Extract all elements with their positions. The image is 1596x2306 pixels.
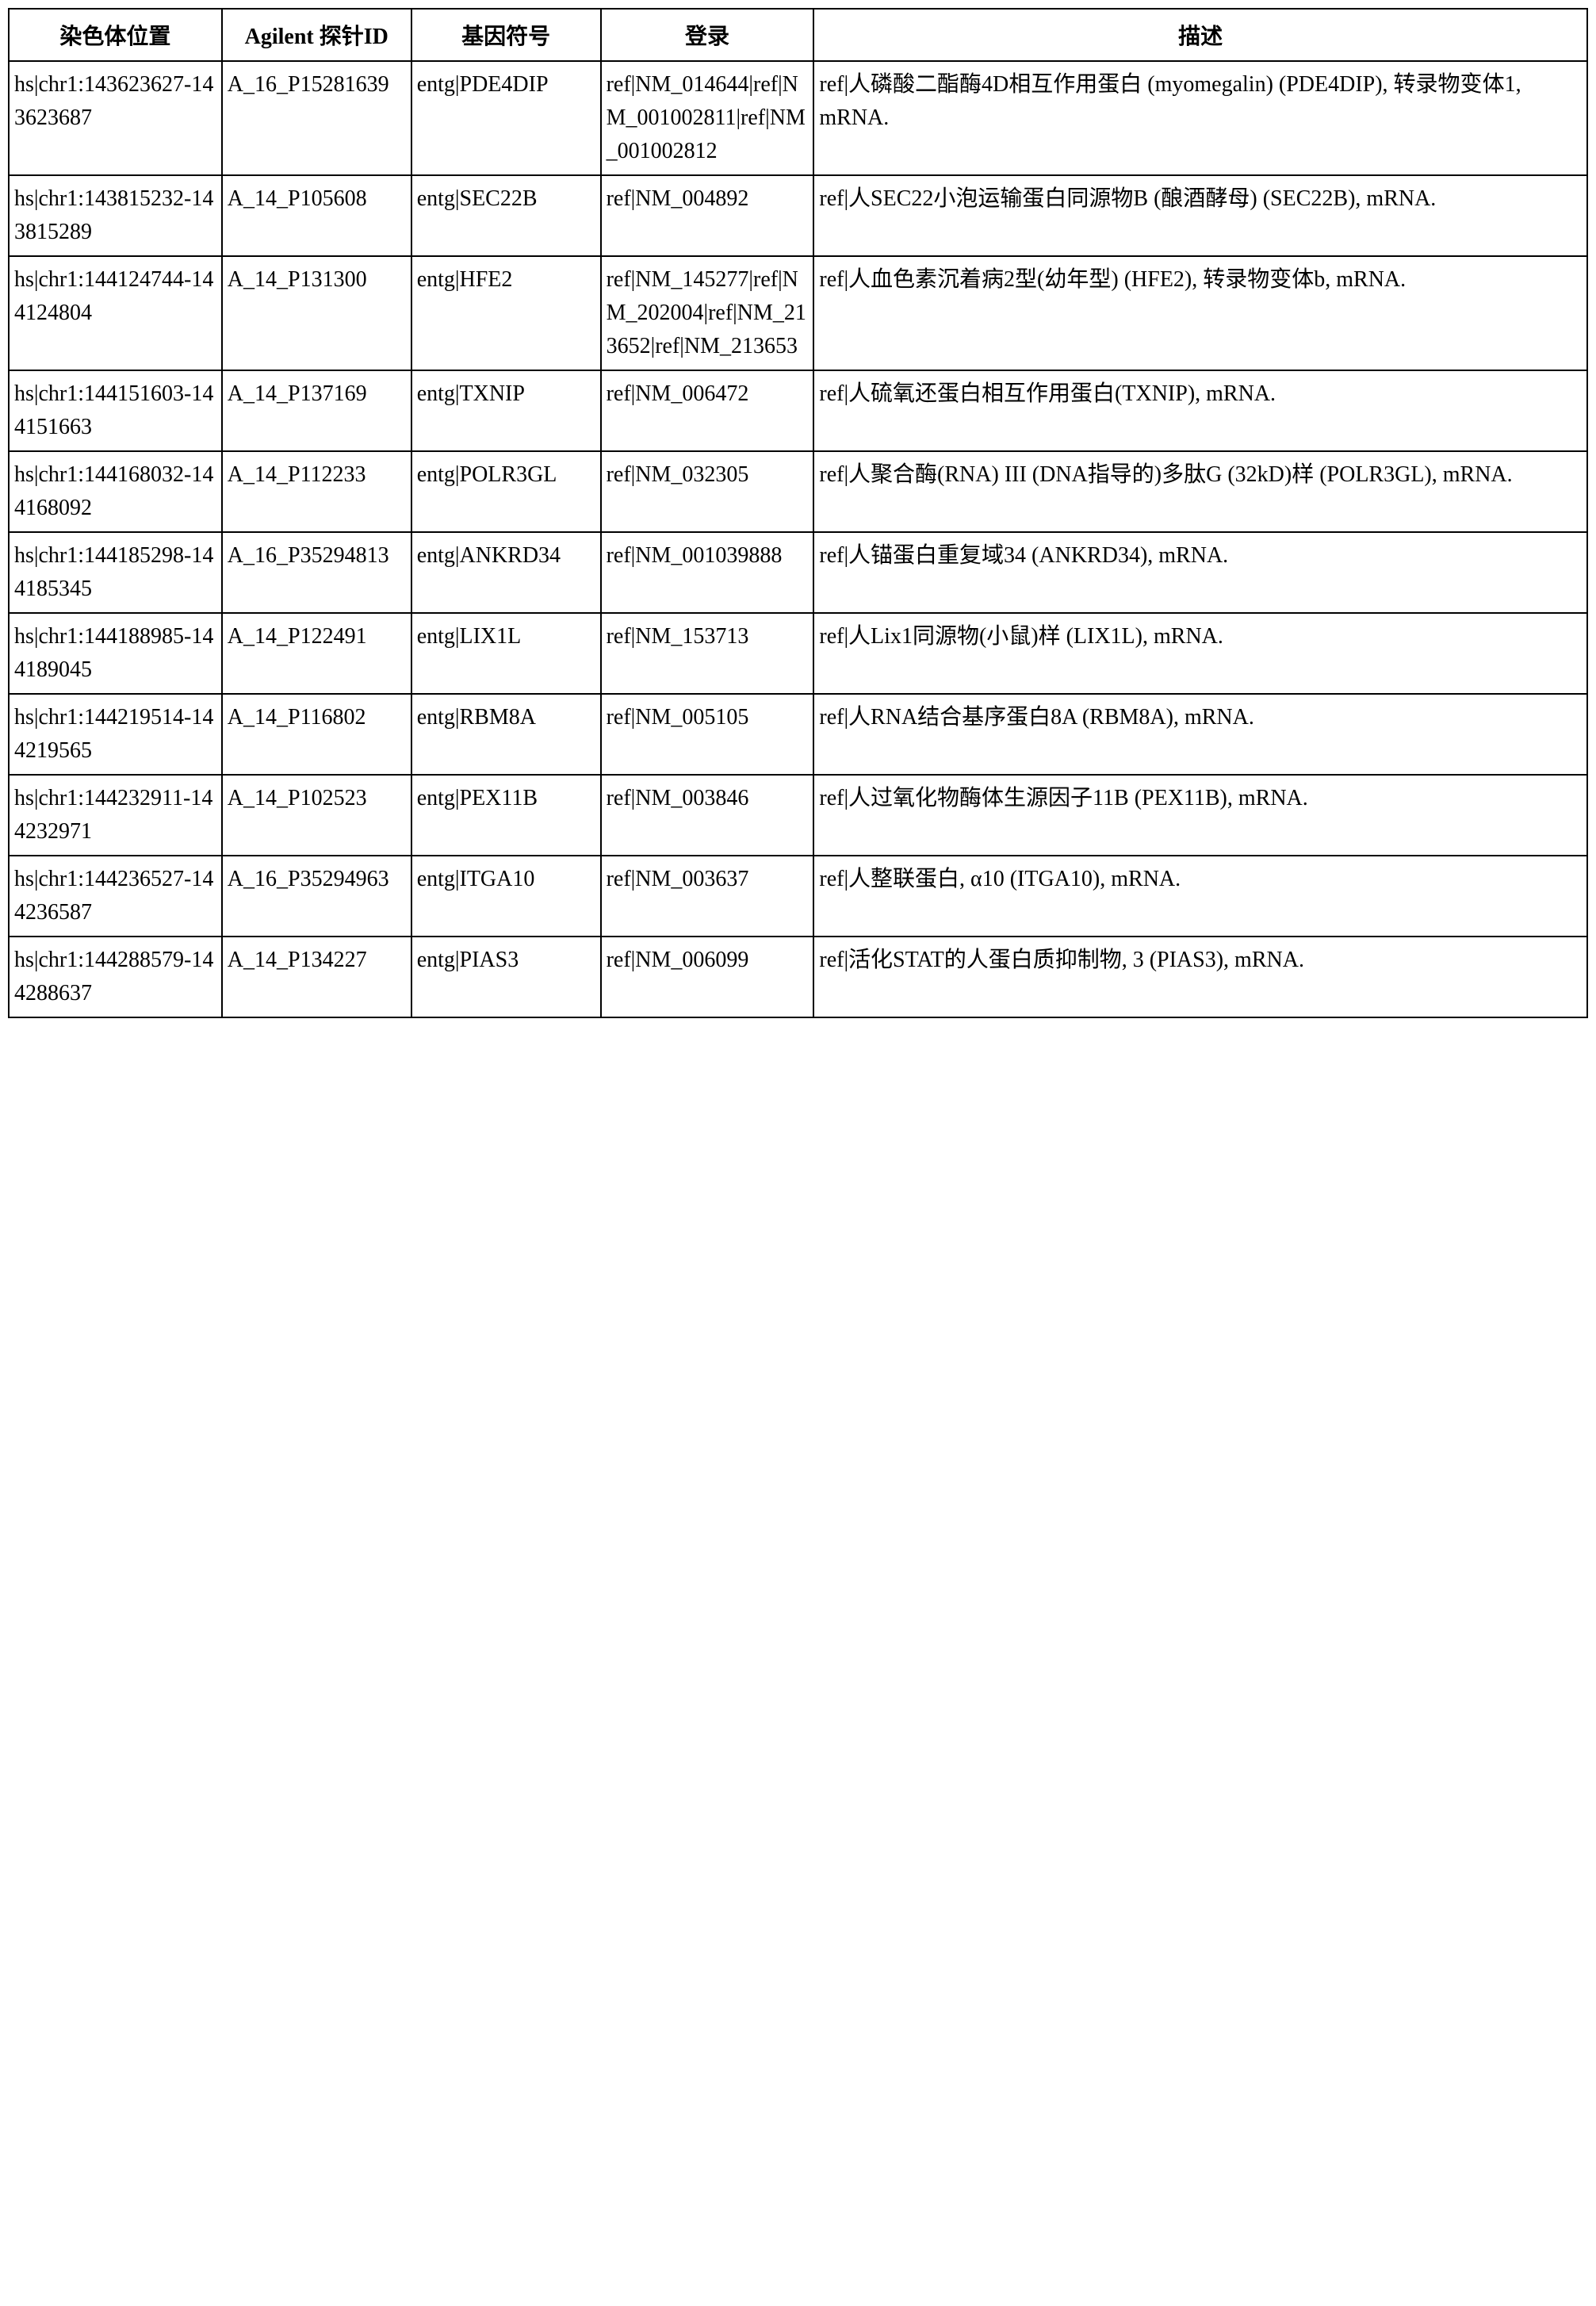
- cell-chromosome: hs|chr1:144124744-144124804: [9, 256, 222, 370]
- cell-accession: ref|NM_006099: [601, 937, 814, 1017]
- cell-probe-id: A_14_P137169: [222, 370, 411, 451]
- cell-gene-symbol: entg|RBM8A: [411, 694, 601, 775]
- cell-description: ref|人过氧化物酶体生源因子11B (PEX11B), mRNA.: [813, 775, 1587, 856]
- cell-accession: ref|NM_032305: [601, 451, 814, 532]
- cell-description: ref|人RNA结合基序蛋白8A (RBM8A), mRNA.: [813, 694, 1587, 775]
- header-gene-symbol: 基因符号: [411, 9, 601, 61]
- cell-accession: ref|NM_003637: [601, 856, 814, 937]
- header-probe-id: Agilent 探针ID: [222, 9, 411, 61]
- table-row: hs|chr1:144124744-144124804A_14_P131300e…: [9, 256, 1587, 370]
- cell-chromosome: hs|chr1:143623627-143623687: [9, 61, 222, 175]
- header-accession: 登录: [601, 9, 814, 61]
- cell-description: ref|活化STAT的人蛋白质抑制物, 3 (PIAS3), mRNA.: [813, 937, 1587, 1017]
- cell-gene-symbol: entg|HFE2: [411, 256, 601, 370]
- gene-data-table: 染色体位置 Agilent 探针ID 基因符号 登录 描述 hs|chr1:14…: [8, 8, 1588, 1018]
- cell-description: ref|人磷酸二酯酶4D相互作用蛋白 (myomegalin) (PDE4DIP…: [813, 61, 1587, 175]
- table-row: hs|chr1:144288579-144288637A_14_P134227e…: [9, 937, 1587, 1017]
- cell-probe-id: A_14_P102523: [222, 775, 411, 856]
- cell-accession: ref|NM_153713: [601, 613, 814, 694]
- cell-chromosome: hs|chr1:144236527-144236587: [9, 856, 222, 937]
- cell-probe-id: A_14_P134227: [222, 937, 411, 1017]
- cell-chromosome: hs|chr1:143815232-143815289: [9, 175, 222, 256]
- cell-chromosome: hs|chr1:144168032-144168092: [9, 451, 222, 532]
- cell-gene-symbol: entg|LIX1L: [411, 613, 601, 694]
- cell-description: ref|人聚合酶(RNA) III (DNA指导的)多肽G (32kD)样 (P…: [813, 451, 1587, 532]
- cell-gene-symbol: entg|TXNIP: [411, 370, 601, 451]
- cell-probe-id: A_16_P15281639: [222, 61, 411, 175]
- cell-gene-symbol: entg|SEC22B: [411, 175, 601, 256]
- table-row: hs|chr1:144219514-144219565A_14_P116802e…: [9, 694, 1587, 775]
- table-header-row: 染色体位置 Agilent 探针ID 基因符号 登录 描述: [9, 9, 1587, 61]
- cell-gene-symbol: entg|PEX11B: [411, 775, 601, 856]
- cell-probe-id: A_14_P122491: [222, 613, 411, 694]
- cell-probe-id: A_14_P105608: [222, 175, 411, 256]
- table-row: hs|chr1:144168032-144168092A_14_P112233e…: [9, 451, 1587, 532]
- cell-description: ref|人整联蛋白, α10 (ITGA10), mRNA.: [813, 856, 1587, 937]
- header-chromosome: 染色体位置: [9, 9, 222, 61]
- table-row: hs|chr1:143815232-143815289A_14_P105608e…: [9, 175, 1587, 256]
- cell-probe-id: A_14_P112233: [222, 451, 411, 532]
- cell-chromosome: hs|chr1:144232911-144232971: [9, 775, 222, 856]
- table-row: hs|chr1:144232911-144232971A_14_P102523e…: [9, 775, 1587, 856]
- cell-probe-id: A_16_P35294813: [222, 532, 411, 613]
- cell-gene-symbol: entg|ITGA10: [411, 856, 601, 937]
- table-row: hs|chr1:143623627-143623687A_16_P1528163…: [9, 61, 1587, 175]
- table-row: hs|chr1:144185298-144185345A_16_P3529481…: [9, 532, 1587, 613]
- cell-chromosome: hs|chr1:144288579-144288637: [9, 937, 222, 1017]
- cell-accession: ref|NM_003846: [601, 775, 814, 856]
- cell-description: ref|人锚蛋白重复域34 (ANKRD34), mRNA.: [813, 532, 1587, 613]
- cell-probe-id: A_14_P131300: [222, 256, 411, 370]
- cell-accession: ref|NM_005105: [601, 694, 814, 775]
- cell-accession: ref|NM_004892: [601, 175, 814, 256]
- cell-accession: ref|NM_006472: [601, 370, 814, 451]
- cell-accession: ref|NM_014644|ref|NM_001002811|ref|NM_00…: [601, 61, 814, 175]
- cell-description: ref|人硫氧还蛋白相互作用蛋白(TXNIP), mRNA.: [813, 370, 1587, 451]
- cell-gene-symbol: entg|ANKRD34: [411, 532, 601, 613]
- cell-chromosome: hs|chr1:144219514-144219565: [9, 694, 222, 775]
- table-row: hs|chr1:144236527-144236587A_16_P3529496…: [9, 856, 1587, 937]
- cell-chromosome: hs|chr1:144188985-144189045: [9, 613, 222, 694]
- cell-gene-symbol: entg|PDE4DIP: [411, 61, 601, 175]
- cell-chromosome: hs|chr1:144151603-144151663: [9, 370, 222, 451]
- cell-chromosome: hs|chr1:144185298-144185345: [9, 532, 222, 613]
- cell-gene-symbol: entg|PIAS3: [411, 937, 601, 1017]
- table-row: hs|chr1:144188985-144189045A_14_P122491e…: [9, 613, 1587, 694]
- table-body: hs|chr1:143623627-143623687A_16_P1528163…: [9, 61, 1587, 1017]
- cell-description: ref|人SEC22小泡运输蛋白同源物B (酿酒酵母) (SEC22B), mR…: [813, 175, 1587, 256]
- table-row: hs|chr1:144151603-144151663A_14_P137169e…: [9, 370, 1587, 451]
- cell-accession: ref|NM_145277|ref|NM_202004|ref|NM_21365…: [601, 256, 814, 370]
- cell-accession: ref|NM_001039888: [601, 532, 814, 613]
- cell-gene-symbol: entg|POLR3GL: [411, 451, 601, 532]
- cell-description: ref|人血色素沉着病2型(幼年型) (HFE2), 转录物变体b, mRNA.: [813, 256, 1587, 370]
- cell-probe-id: A_16_P35294963: [222, 856, 411, 937]
- header-description: 描述: [813, 9, 1587, 61]
- cell-description: ref|人Lix1同源物(小鼠)样 (LIX1L), mRNA.: [813, 613, 1587, 694]
- cell-probe-id: A_14_P116802: [222, 694, 411, 775]
